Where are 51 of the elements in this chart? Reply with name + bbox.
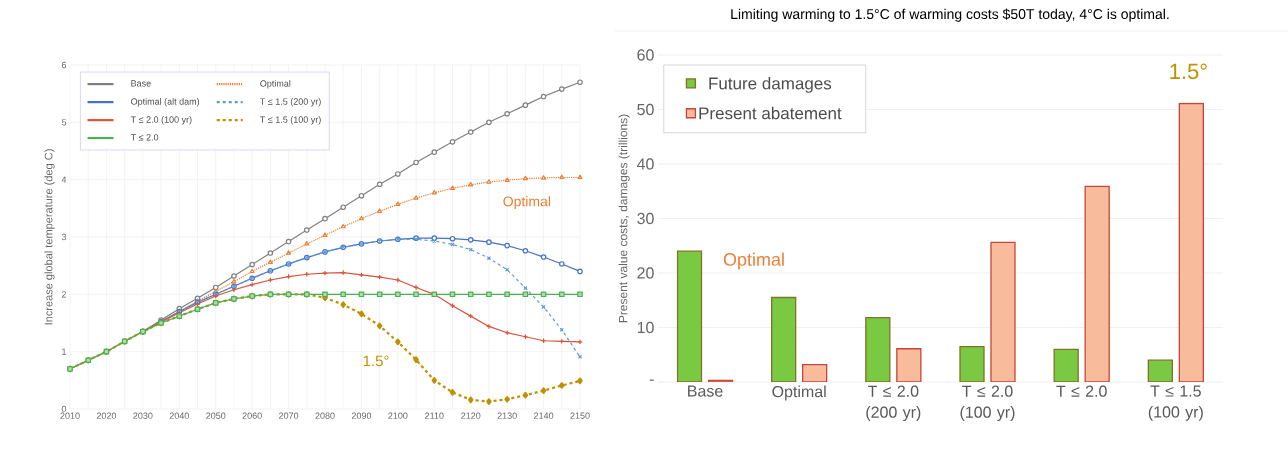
y-axis-title: Present value costs, damages (trillions) — [618, 114, 630, 323]
annotation: 1.5° — [1170, 63, 1207, 80]
y-tick-label: 20 — [637, 267, 654, 279]
x-tick-label: T ≤ 1.5 (100 yr) — [1148, 385, 1203, 421]
legend-label: Optimal — [260, 80, 291, 89]
legend-label: T ≤ 2.0 — [130, 134, 159, 141]
y-tick-label: 4 — [61, 176, 67, 183]
y-tick-label: 0 — [61, 405, 67, 413]
legend-label: T ≤ 1.5 (100 yr) — [260, 116, 321, 125]
x-tick-label: T ≤ 2.0 (200 yr) — [866, 385, 921, 422]
x-tick-label: 2040 — [169, 412, 189, 419]
x-tick-label: T ≤ 2.0 — [1056, 385, 1107, 397]
x-tick-label: 2100 — [388, 412, 408, 419]
y-tick-label: 6 — [61, 61, 67, 69]
y-tick-label: 40 — [636, 158, 654, 170]
y-tick-label: - — [649, 379, 654, 381]
x-tick-label: 2090 — [351, 412, 372, 419]
y-tick-label: 30 — [637, 212, 654, 225]
legend-label: Base — [131, 80, 151, 87]
x-tick-label: Optimal — [772, 385, 826, 401]
legend-label: Optimal (alt dam) — [131, 98, 200, 107]
x-tick-label: 2130 — [497, 412, 517, 419]
x-tick-label: 2140 — [534, 412, 554, 419]
legend-label: T ≤ 1.5 (200 yr) — [260, 98, 321, 107]
annotation: Optimal — [723, 252, 784, 270]
y-tick-label: 3 — [61, 233, 67, 241]
x-tick-label: 2070 — [279, 412, 299, 419]
legend-label: T ≤ 2.0 (100 yr) — [130, 116, 192, 125]
x-tick-label: 2020 — [96, 412, 117, 419]
x-tick-label: 2050 — [206, 412, 226, 419]
x-tick-label: Base — [688, 385, 723, 397]
x-tick-label: 2120 — [461, 412, 481, 419]
y-tick-label: 60 — [637, 49, 654, 61]
x-tick-label: T ≤ 2.0 (100 yr) — [960, 385, 1015, 422]
legend-label: Present abatement — [699, 106, 842, 120]
x-tick-label: 2110 — [425, 412, 444, 419]
x-tick-label: 2010 — [60, 412, 80, 419]
y-tick-label: 10 — [637, 321, 654, 334]
y-tick-label: 5 — [61, 119, 67, 126]
legend-label: Future damages — [709, 77, 832, 93]
y-tick-label: 2 — [61, 291, 67, 298]
x-tick-label: 2060 — [242, 412, 262, 419]
annotation: Optimal — [503, 196, 551, 210]
y-axis-title: Increase global temperature (deg C) — [44, 149, 55, 325]
x-tick-label: 2150 — [570, 412, 590, 419]
y-tick-label: 1 — [62, 348, 67, 355]
chart-title: Limiting warming to 1.5°C of warming costs $50T today, 4°C is optimal. — [731, 8, 1169, 22]
x-tick-label: 2080 — [315, 412, 335, 419]
x-tick-label: 2030 — [133, 412, 153, 419]
annotation: 1.5° — [363, 355, 389, 367]
y-tick-label: 50 — [637, 103, 654, 116]
